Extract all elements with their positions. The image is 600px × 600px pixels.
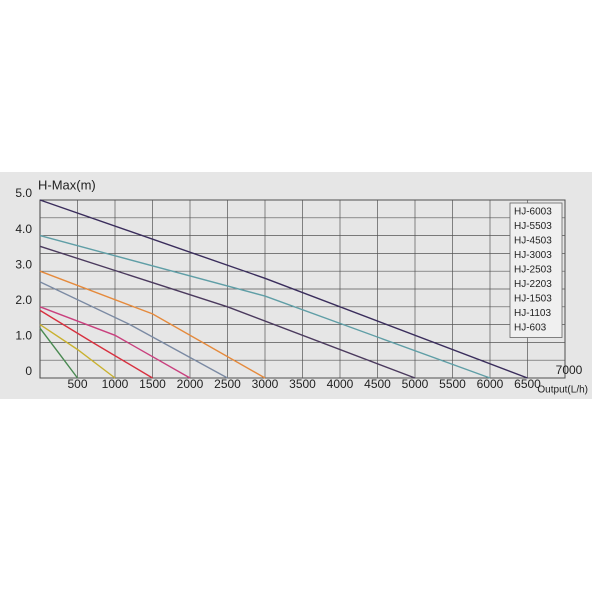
series-line bbox=[39, 327, 79, 379]
legend-label: HJ-5503 bbox=[514, 221, 552, 232]
x-tick-label: 5500 bbox=[439, 377, 466, 391]
y-tick-label: 4.0 bbox=[15, 222, 32, 236]
legend-box bbox=[509, 202, 563, 338]
series-line bbox=[39, 270, 266, 379]
legend-label: HJ-2503 bbox=[514, 265, 552, 276]
legend-label: HJ-2203 bbox=[514, 279, 552, 290]
x-tick-label: 6000 bbox=[477, 377, 504, 391]
x-tick-label: 4000 bbox=[327, 377, 354, 391]
y-tick-label: 2.0 bbox=[15, 293, 32, 307]
chart-background bbox=[0, 172, 592, 399]
x-tick-label: 1000 bbox=[102, 377, 129, 391]
series-line bbox=[39, 234, 491, 379]
x-tick-label: 6500 bbox=[514, 377, 541, 391]
x-tick-label: 1500 bbox=[139, 377, 166, 391]
x-tick-label: 4500 bbox=[364, 377, 391, 391]
x-tick-label: 500 bbox=[67, 377, 87, 391]
series-line bbox=[39, 245, 416, 379]
y-tick-label: 0 bbox=[25, 364, 32, 378]
x-tick-label: 2500 bbox=[214, 377, 241, 391]
series-line bbox=[39, 309, 153, 379]
legend-label: HJ-6003 bbox=[514, 207, 552, 218]
y-tick-label: 5.0 bbox=[15, 186, 32, 200]
legend-label: HJ-3003 bbox=[514, 250, 552, 261]
series-line bbox=[39, 199, 528, 379]
legend-label: HJ-1103 bbox=[514, 308, 551, 319]
series-line bbox=[39, 324, 116, 379]
x-tick-label: 3500 bbox=[289, 377, 316, 391]
x-tick-label: 7000 bbox=[556, 363, 583, 377]
x-tick-label: 5000 bbox=[402, 377, 429, 391]
legend-label: HJ-4503 bbox=[514, 236, 552, 247]
y-axis-title: H-Max(m) bbox=[38, 177, 96, 192]
x-axis-title: Output(L/h) bbox=[537, 385, 588, 396]
legend-label: HJ-603 bbox=[514, 323, 547, 334]
x-tick-label: 2000 bbox=[177, 377, 204, 391]
series-line bbox=[39, 306, 191, 379]
y-tick-label: 3.0 bbox=[15, 257, 32, 271]
series-line bbox=[39, 281, 228, 379]
x-tick-label: 3000 bbox=[252, 377, 279, 391]
y-tick-label: 1.0 bbox=[15, 329, 32, 343]
legend-label: HJ-1503 bbox=[514, 294, 552, 305]
